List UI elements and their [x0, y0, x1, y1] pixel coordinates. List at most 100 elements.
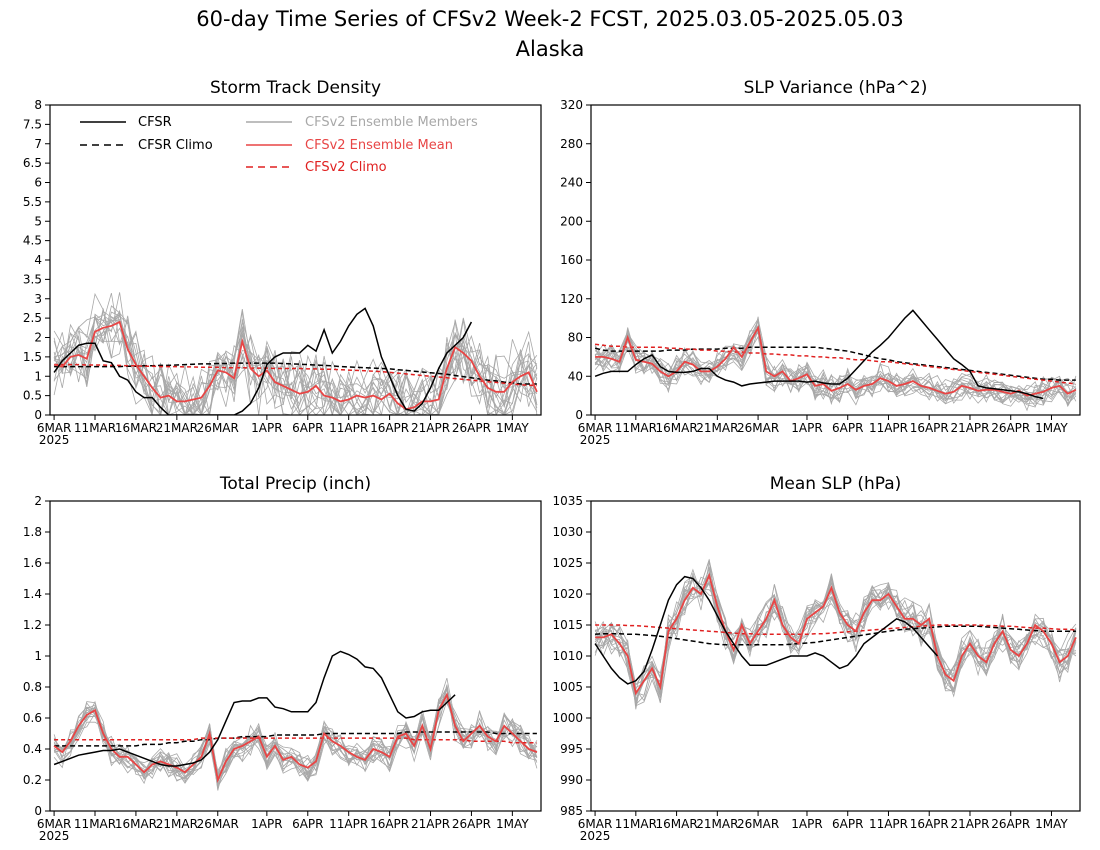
x-year-label: 2025: [580, 829, 611, 843]
plot-frame: [49, 104, 542, 416]
y-tick-label: 990: [560, 773, 583, 787]
ensemble-member-line: [594, 330, 1077, 406]
x-tick-label: 16MAR: [655, 421, 697, 435]
y-tick-label: 1: [34, 649, 42, 663]
cfsv2-climo-line: [595, 343, 1076, 385]
y-tick-label: 1000: [552, 711, 583, 725]
y-tick-label: 0.4: [23, 742, 42, 756]
y-tick-label: 1020: [552, 587, 583, 601]
ensemble-member-line: [53, 309, 538, 415]
cfsv2-climo-line: [54, 363, 537, 387]
x-tick-label: 1MAY: [1035, 817, 1068, 831]
y-tick-label: 985: [560, 804, 583, 818]
y-tick-label: 6: [34, 176, 42, 190]
x-tick-label: 6APR: [292, 817, 323, 831]
cfsr-climo-line: [54, 731, 537, 747]
plot-frame: [49, 500, 542, 812]
ensemble-member-line: [53, 699, 537, 790]
ensemble-member-line: [53, 314, 538, 415]
cfsv2-climo-line: [595, 624, 1076, 636]
x-tick-label: 6MAR: [37, 817, 72, 831]
x-tick-label: 16APR: [910, 421, 949, 435]
ensemble-mean-line: [53, 320, 538, 411]
y-tick-label: 6.5: [23, 156, 42, 170]
y-tick-label: 3: [34, 292, 42, 306]
x-tick-label: 26MAR: [197, 817, 239, 831]
cfsr-climo-line: [595, 625, 1076, 646]
cfsr-line: [594, 309, 1044, 400]
y-tick-label: 4: [34, 253, 42, 267]
cfsr-line: [53, 307, 473, 415]
x-year-label: 2025: [580, 433, 611, 447]
y-tick-label: 200: [560, 214, 583, 228]
y-tick-label: 1.2: [23, 618, 42, 632]
x-tick-label: 6MAR: [578, 421, 613, 435]
legend-cfsv2-climo-label: CFSv2 Climo: [305, 160, 387, 175]
legend-ensemble-members-label: CFSv2 Ensemble Members: [305, 115, 478, 130]
ensemble-member-line: [53, 292, 538, 415]
x-tick-label: 16MAR: [655, 817, 697, 831]
x-tick-label: 26APR: [991, 817, 1030, 831]
x-year-label: 2025: [39, 433, 70, 447]
x-tick-label: 21APR: [950, 421, 989, 435]
x-tick-label: 26APR: [452, 817, 491, 831]
x-tick-label: 6APR: [832, 421, 863, 435]
y-tick-label: 2: [34, 331, 42, 345]
x-tick-label: 1MAY: [496, 817, 529, 831]
legend-ensemble-mean-label: CFSv2 Ensemble Mean: [305, 138, 453, 153]
x-tick-label: 11APR: [869, 421, 908, 435]
y-tick-label: 0.8: [23, 680, 42, 694]
y-tick-label: 1.4: [23, 587, 42, 601]
legend-cfsr-label: CFSR: [138, 115, 172, 130]
panel-title: Total Precip (inch): [219, 474, 371, 494]
y-tick-label: 1.5: [23, 350, 42, 364]
y-tick-label: 0.6: [23, 711, 42, 725]
y-tick-label: 1010: [552, 649, 583, 663]
x-tick-label: 21APR: [950, 817, 989, 831]
ensemble-member-line: [595, 579, 1077, 705]
x-tick-label: 11MAR: [615, 817, 657, 831]
x-tick-label: 21MAR: [696, 421, 738, 435]
y-tick-label: 0.5: [23, 389, 42, 403]
y-tick-label: 8: [34, 98, 42, 112]
x-tick-label: 11APR: [329, 421, 368, 435]
y-tick-label: 280: [560, 137, 583, 151]
x-tick-label: 21MAR: [156, 817, 198, 831]
x-tick-label: 21MAR: [696, 817, 738, 831]
y-tick-label: 80: [568, 331, 583, 345]
y-tick-label: 0: [575, 408, 583, 422]
y-tick-label: 1: [34, 369, 42, 383]
cfsv2-climo-line: [54, 737, 537, 744]
ensemble-mean-line: [53, 692, 538, 784]
panel-total-precip: Total Precip (inch) 0 0.2 0.4 0.6 0.8 1 1.2 1.4 1…: [23, 474, 542, 843]
legend-cfsr-climo-label: CFSR Climo: [138, 138, 213, 153]
x-tick-label: 21MAR: [156, 421, 198, 435]
legend: CFSR CFSR Climo CFSv2 Ensemble Members C…: [80, 115, 478, 175]
ensemble-member-line: [594, 324, 1077, 408]
ensemble-member-line: [594, 572, 1077, 698]
y-tick-label: 3.5: [23, 272, 42, 286]
x-tick-label: 21APR: [411, 421, 450, 435]
ensemble-member-line: [53, 310, 538, 415]
x-tick-label: 21APR: [411, 817, 450, 831]
x-tick-label: 26APR: [452, 421, 491, 435]
y-tick-label: 5: [34, 214, 42, 228]
y-tick-label: 5.5: [23, 195, 42, 209]
y-tick-label: 1030: [552, 525, 583, 539]
panel-title: Storm Track Density: [210, 78, 381, 98]
cfsr-line: [53, 650, 456, 767]
x-tick-label: 11MAR: [74, 817, 116, 831]
y-tick-label: 320: [560, 98, 583, 112]
ensemble-member-line: [595, 332, 1077, 405]
ensemble-member-line: [53, 315, 538, 415]
y-tick-label: 7: [34, 137, 42, 151]
y-tick-label: 1005: [552, 680, 583, 694]
figure-subtitle: Alaska: [516, 37, 585, 61]
y-tick-label: 1.6: [23, 556, 42, 570]
y-tick-label: 120: [560, 292, 583, 306]
x-tick-label: 11MAR: [615, 421, 657, 435]
x-tick-label: 16APR: [910, 817, 949, 831]
x-tick-label: 6MAR: [37, 421, 72, 435]
x-year-label: 2025: [39, 829, 70, 843]
